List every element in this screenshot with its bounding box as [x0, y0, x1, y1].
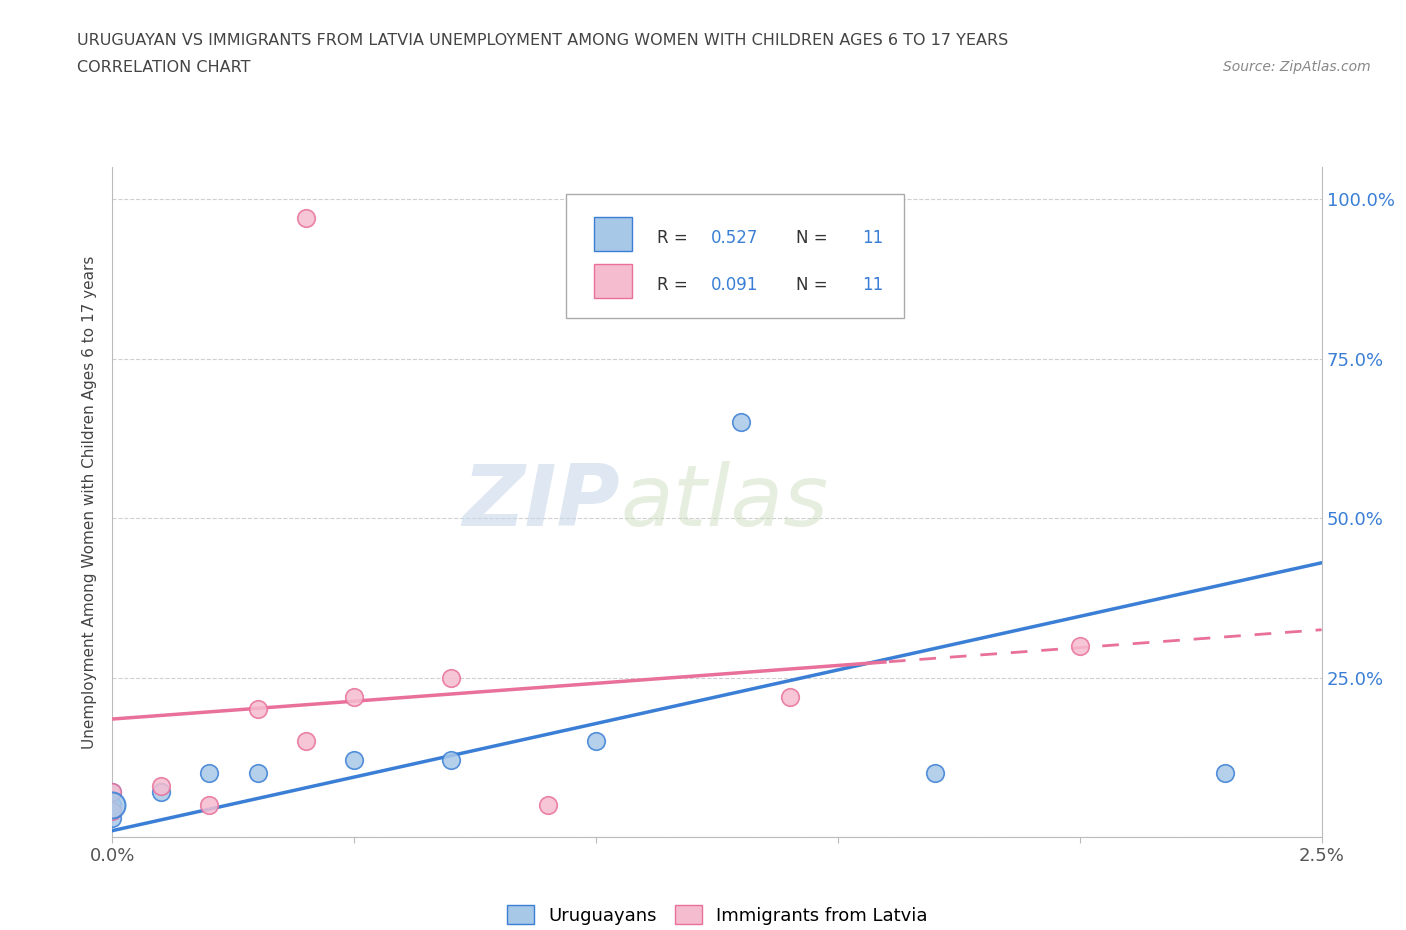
Point	[440, 753, 463, 768]
Point	[1213, 765, 1236, 780]
Text: atlas: atlas	[620, 460, 828, 544]
Point	[101, 804, 124, 819]
Text: R =: R =	[657, 229, 693, 246]
Point	[101, 798, 124, 813]
Text: CORRELATION CHART: CORRELATION CHART	[77, 60, 250, 75]
Y-axis label: Unemployment Among Women with Children Ages 6 to 17 years: Unemployment Among Women with Children A…	[82, 256, 97, 749]
Text: 0.527: 0.527	[711, 229, 758, 246]
Text: 11: 11	[862, 229, 883, 246]
Text: N =: N =	[796, 229, 832, 246]
Point	[246, 765, 269, 780]
FancyBboxPatch shape	[593, 264, 633, 298]
Point	[295, 211, 318, 226]
Point	[1069, 638, 1091, 653]
Point	[198, 765, 221, 780]
Point	[343, 689, 366, 704]
Point	[537, 798, 560, 813]
Point	[924, 765, 946, 780]
FancyBboxPatch shape	[593, 217, 633, 251]
Point	[585, 734, 607, 749]
Point	[246, 702, 269, 717]
Point	[343, 753, 366, 768]
Text: Source: ZipAtlas.com: Source: ZipAtlas.com	[1223, 60, 1371, 74]
Point	[295, 734, 318, 749]
Text: N =: N =	[796, 275, 832, 294]
Point	[101, 785, 124, 800]
Legend: Uruguayans, Immigrants from Latvia: Uruguayans, Immigrants from Latvia	[499, 898, 935, 930]
Point	[730, 415, 752, 430]
Point	[440, 671, 463, 685]
Text: 11: 11	[862, 275, 883, 294]
Point	[101, 798, 124, 813]
Text: 0.091: 0.091	[711, 275, 758, 294]
Text: ZIP: ZIP	[463, 460, 620, 544]
Text: URUGUAYAN VS IMMIGRANTS FROM LATVIA UNEMPLOYMENT AMONG WOMEN WITH CHILDREN AGES : URUGUAYAN VS IMMIGRANTS FROM LATVIA UNEM…	[77, 33, 1008, 47]
Point	[779, 689, 801, 704]
Point	[101, 785, 124, 800]
Text: R =: R =	[657, 275, 693, 294]
FancyBboxPatch shape	[565, 194, 904, 318]
Point	[198, 798, 221, 813]
Point	[101, 810, 124, 825]
Point	[149, 785, 172, 800]
Point	[149, 778, 172, 793]
